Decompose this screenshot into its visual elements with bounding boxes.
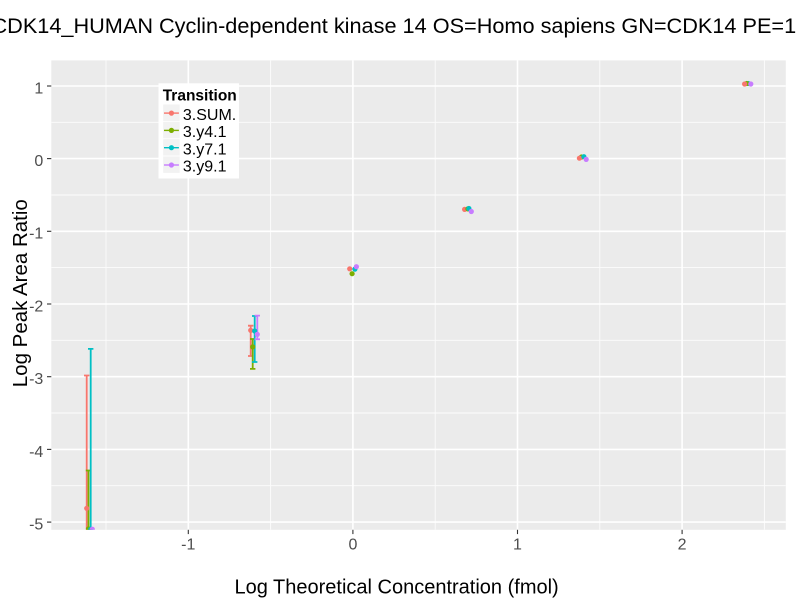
svg-text:1: 1: [34, 80, 43, 97]
svg-text:0: 0: [348, 537, 357, 554]
svg-text:3.y4.1: 3.y4.1: [183, 124, 227, 141]
svg-text:2: 2: [678, 537, 687, 554]
svg-text:-4: -4: [29, 444, 43, 461]
svg-text:0: 0: [34, 153, 43, 170]
svg-text:CDK14_HUMAN Cyclin-dependent k: CDK14_HUMAN Cyclin-dependent kinase 14 O…: [0, 13, 796, 38]
svg-text:1: 1: [513, 537, 522, 554]
svg-text:3.y7.1: 3.y7.1: [183, 141, 227, 158]
svg-text:-1: -1: [181, 537, 195, 554]
svg-text:Transition: Transition: [163, 87, 237, 104]
svg-text:3.y9.1: 3.y9.1: [183, 159, 227, 176]
svg-text:-2: -2: [29, 298, 43, 315]
svg-text:-5: -5: [29, 517, 43, 534]
svg-text:3.SUM.: 3.SUM.: [183, 107, 236, 124]
svg-text:-1: -1: [29, 226, 43, 243]
svg-text:Log Peak Area Ratio: Log Peak Area Ratio: [9, 199, 32, 387]
svg-text:-3: -3: [29, 371, 43, 388]
svg-text:Log Theoretical Concentration: Log Theoretical Concentration (fmol): [234, 577, 558, 599]
